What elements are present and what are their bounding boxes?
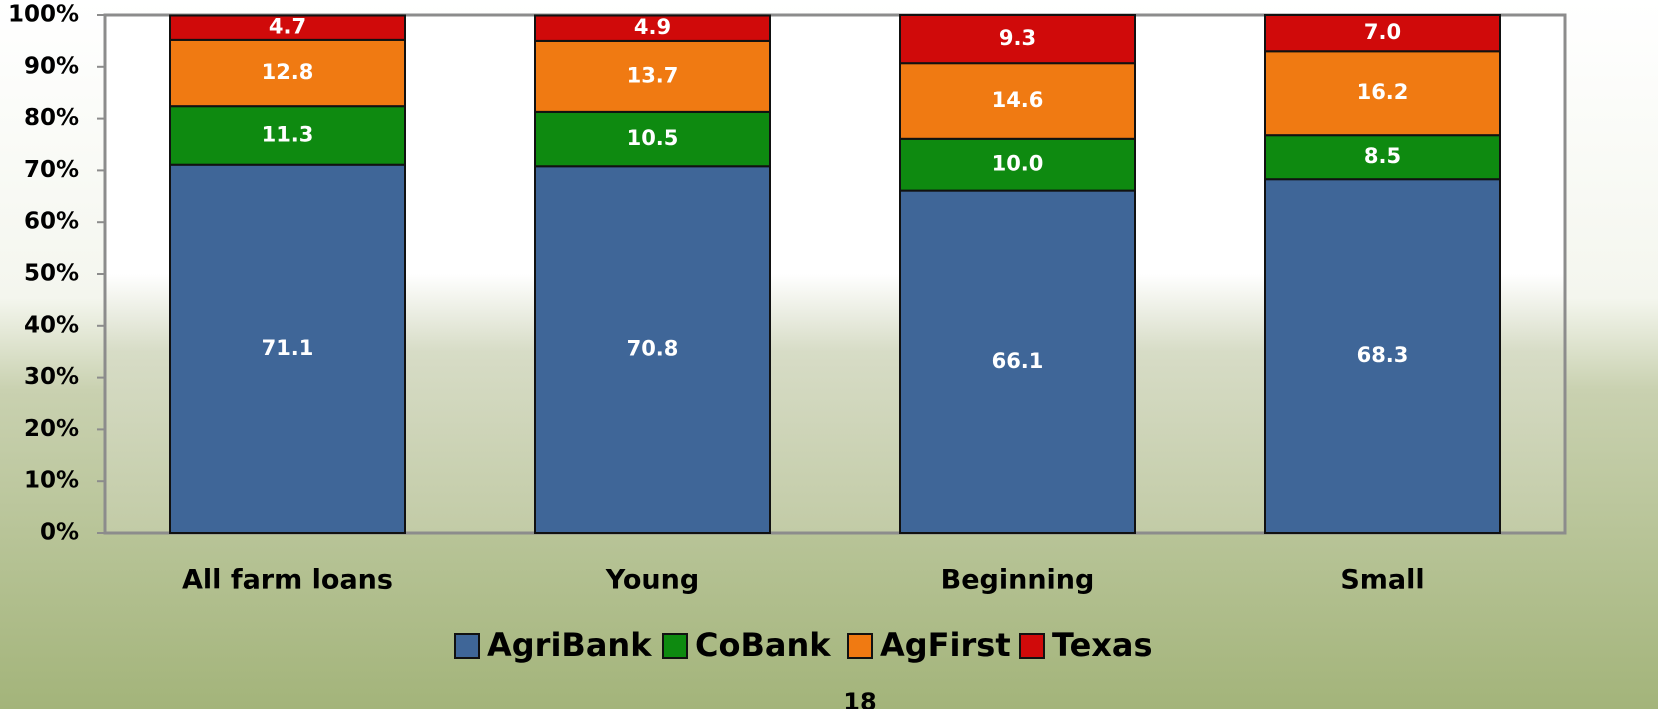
bar-segment <box>169 105 406 166</box>
y-tick-label: 30% <box>24 364 79 390</box>
legend-swatch <box>454 633 480 659</box>
bar-segment <box>899 62 1136 140</box>
legend-swatch <box>1019 633 1045 659</box>
legend-label: AgriBank <box>487 626 652 664</box>
legend-swatch <box>662 633 688 659</box>
bar-segment <box>169 163 406 534</box>
value-label: 71.1 <box>262 336 314 360</box>
bar-segment <box>899 189 1136 535</box>
value-label: 4.7 <box>269 15 306 39</box>
bar-segment <box>1264 14 1501 53</box>
legend-label: Texas <box>1052 626 1153 664</box>
bar-segment <box>534 39 771 113</box>
x-tick-label: All farm loans <box>182 565 393 596</box>
value-label: 16.2 <box>1357 80 1409 104</box>
y-tick-label: 10% <box>24 468 79 494</box>
x-tick-label: Young <box>605 565 699 596</box>
bar-segment <box>899 14 1136 65</box>
legend-label: AgFirst <box>880 626 1011 664</box>
value-label: 13.7 <box>627 63 679 87</box>
y-tick-label: 40% <box>24 312 79 338</box>
bar-segment <box>1264 134 1501 181</box>
value-label: 14.6 <box>992 88 1044 112</box>
y-tick-label: 80% <box>24 105 79 131</box>
value-label: 10.0 <box>992 152 1044 176</box>
x-tick-label: Small <box>1340 565 1424 596</box>
value-label: 8.5 <box>1364 144 1401 168</box>
y-tick-label: 0% <box>40 520 79 546</box>
y-tick-label: 90% <box>24 53 79 79</box>
y-tick-label: 70% <box>24 157 79 183</box>
value-label: 4.9 <box>634 15 671 39</box>
bar-segment <box>169 14 406 41</box>
value-label: 68.3 <box>1357 343 1409 367</box>
value-label: 66.1 <box>992 349 1044 373</box>
x-tick-label: Beginning <box>941 565 1095 596</box>
page-number: 18 <box>843 688 876 709</box>
value-label: 9.3 <box>999 26 1036 50</box>
y-tick-label: 20% <box>24 416 79 442</box>
legend-swatch <box>847 633 873 659</box>
bar-segment <box>1264 50 1501 137</box>
y-tick-label: 50% <box>24 261 79 287</box>
bar-segment <box>1264 178 1501 534</box>
bar-segment <box>534 110 771 168</box>
bar-segment <box>534 14 771 42</box>
bar-segment <box>899 137 1136 192</box>
legend-label: CoBank <box>695 626 831 664</box>
y-tick-label: 100% <box>8 2 79 28</box>
value-label: 11.3 <box>262 122 314 146</box>
bar-segment <box>534 165 771 534</box>
value-label: 7.0 <box>1364 20 1401 44</box>
y-tick-label: 60% <box>24 209 79 235</box>
bar-segment <box>169 38 406 108</box>
value-label: 10.5 <box>627 126 679 150</box>
value-label: 12.8 <box>262 60 314 84</box>
value-label: 70.8 <box>627 337 679 361</box>
